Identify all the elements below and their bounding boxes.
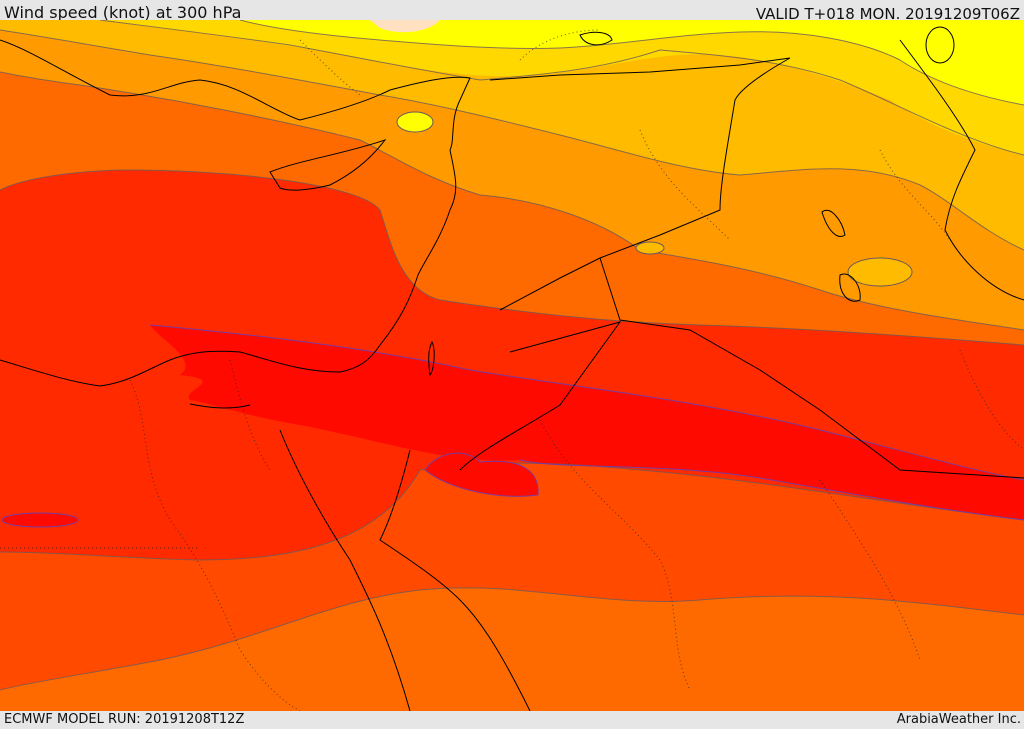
lake-razzaza	[839, 273, 861, 302]
map-footer: ECMWF MODEL RUN: 20191208T12Z ArabiaWeat…	[0, 711, 1024, 729]
coast-cyprus	[269, 139, 387, 191]
wind-speed-map	[0, 20, 1024, 711]
contour-4	[0, 71, 1024, 331]
coast-red-sea-west	[279, 429, 411, 711]
patch-turkey	[396, 111, 434, 133]
credit-label: ArabiaWeather Inc.	[896, 712, 1021, 727]
dead-sea	[428, 340, 435, 377]
wind-band-1	[240, 20, 1024, 105]
admin-boundary-9	[959, 349, 1024, 451]
wind-band-8	[150, 325, 1024, 520]
coast-turkey	[0, 39, 471, 151]
coast-egypt	[0, 350, 341, 387]
patch-iraq	[847, 257, 913, 287]
border-iran	[899, 39, 1024, 301]
border-jordan	[459, 321, 622, 471]
coastlines	[0, 26, 1024, 711]
wind-band-3	[0, 20, 1024, 250]
contour-7	[239, 20, 1024, 106]
admin-boundary-8	[519, 29, 601, 61]
lake-van	[579, 31, 613, 46]
valid-time: VALID T+018 MON. 20191209T06Z	[755, 5, 1020, 23]
admin-boundary-3	[539, 419, 691, 691]
admin-boundary-6	[879, 149, 951, 241]
contour-6	[99, 20, 1024, 156]
coast-red-sea-east	[379, 449, 531, 711]
admin-boundary-7	[299, 39, 361, 96]
lake-urmia	[925, 26, 955, 64]
patch-west	[1, 512, 79, 528]
admin-boundaries	[0, 29, 1024, 711]
contour-3	[0, 169, 1024, 346]
patch-syria	[635, 241, 665, 255]
core-outline	[149, 324, 1024, 481]
model-run-label: ECMWF MODEL RUN: 20191208T12Z	[4, 712, 245, 727]
admin-boundary-2	[229, 359, 271, 471]
patch-arabia	[424, 452, 539, 497]
map-header: Wind speed (knot) at 300 hPa VALID T+018…	[0, 0, 1024, 23]
lake-nile-delta	[189, 403, 251, 409]
admin-boundary-5	[639, 129, 731, 241]
map-title: Wind speed (knot) at 300 hPa	[4, 3, 242, 22]
pale-patch	[370, 20, 440, 33]
border-iraq-saudi	[599, 257, 1024, 479]
contour-1	[0, 587, 1024, 691]
border-syria-iraq	[489, 57, 791, 311]
wind-band-2	[100, 20, 1024, 155]
lake-tharthar	[821, 209, 846, 237]
core-outline-south	[519, 459, 1024, 521]
contour-5	[0, 29, 1024, 251]
coast-levant	[339, 149, 457, 373]
